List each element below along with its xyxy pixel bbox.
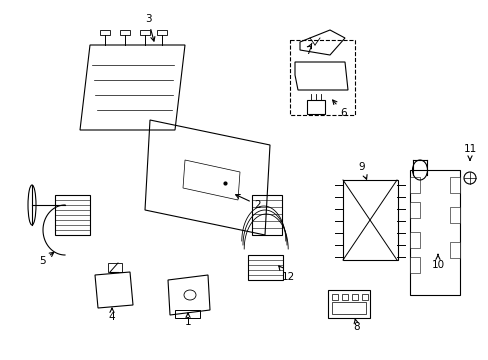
Bar — [361, 294, 367, 300]
Bar — [449, 177, 459, 193]
Bar — [157, 30, 167, 35]
Bar — [449, 207, 459, 223]
Text: 12: 12 — [278, 266, 294, 282]
Bar — [247, 255, 283, 280]
Text: 2: 2 — [235, 194, 261, 210]
Bar — [449, 242, 459, 258]
Text: 7: 7 — [304, 43, 311, 56]
Bar — [409, 257, 419, 273]
Bar — [331, 294, 337, 300]
Bar — [327, 290, 369, 318]
Bar — [306, 100, 325, 114]
Text: 6: 6 — [332, 100, 346, 118]
Text: 11: 11 — [463, 144, 476, 160]
Bar — [331, 302, 365, 314]
Bar — [120, 30, 130, 35]
Text: 4: 4 — [108, 308, 115, 322]
Bar — [409, 232, 419, 248]
Bar — [140, 30, 150, 35]
Bar — [108, 263, 122, 272]
Text: 10: 10 — [430, 255, 444, 270]
Text: 1: 1 — [184, 313, 191, 327]
Bar — [175, 310, 200, 318]
Text: 5: 5 — [39, 252, 54, 266]
Bar — [55, 195, 90, 235]
Text: 3: 3 — [144, 14, 155, 41]
Bar — [351, 294, 357, 300]
Bar — [409, 202, 419, 218]
Bar — [341, 294, 347, 300]
Bar — [100, 30, 110, 35]
Text: 9: 9 — [358, 162, 366, 179]
Bar — [251, 195, 282, 235]
Text: 8: 8 — [353, 319, 360, 332]
Bar — [342, 180, 397, 260]
Bar — [409, 177, 419, 193]
